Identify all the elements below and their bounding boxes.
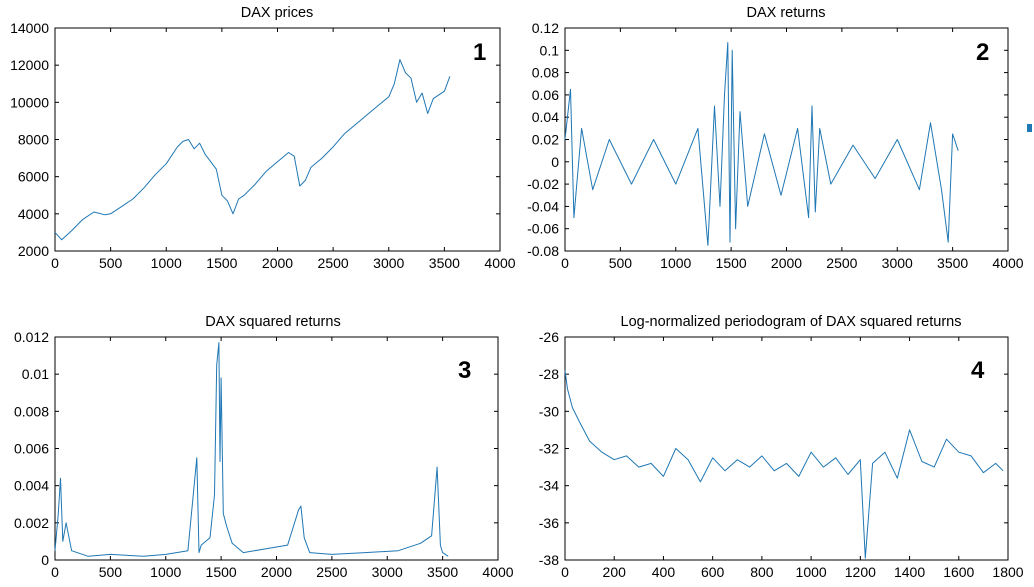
x-tick-label: 1800 xyxy=(992,564,1023,580)
chart-title: DAX squared returns xyxy=(205,314,340,330)
x-tick-label: 0 xyxy=(51,255,59,271)
x-tick-label: 800 xyxy=(750,564,774,580)
y-tick-label: -26 xyxy=(539,329,559,345)
series-line xyxy=(564,42,959,246)
x-tick-label: 0 xyxy=(51,564,59,580)
series-group: 0 500 1000 1500 2000 2500 3000 3500 4000 0 0.002 0.… xyxy=(14,329,514,580)
panel-number: 3 xyxy=(458,357,471,384)
x-tick-label: 1400 xyxy=(894,564,925,580)
y-tick-label: 0.04 xyxy=(532,109,559,125)
y-tick-label: 6000 xyxy=(18,169,49,185)
y-tick-label: -0.02 xyxy=(527,176,559,192)
y-tick-label: 2000 xyxy=(18,243,49,259)
panel-number: 2 xyxy=(976,39,989,66)
x-tick-label: 2000 xyxy=(771,255,802,271)
y-tick-label: 0.004 xyxy=(14,478,49,494)
x-tick-label: 3500 xyxy=(429,255,460,271)
x-tick-label: 2500 xyxy=(318,255,349,271)
x-tick-label: 1500 xyxy=(206,564,237,580)
chart-4-periodogram: Log-normalized periodogram of DAX square… xyxy=(539,314,1024,580)
y-tick-label: -28 xyxy=(539,366,559,382)
chart-title: DAX prices xyxy=(241,5,314,21)
panel-number: 1 xyxy=(473,39,486,66)
x-tick-label: 3000 xyxy=(372,564,403,580)
x-tick-label: 3500 xyxy=(937,255,968,271)
y-tick-label: 0.01 xyxy=(22,366,49,382)
y-tick-label: 0.008 xyxy=(14,403,49,419)
plot-area xyxy=(564,27,1009,252)
x-tick-label: 0 xyxy=(561,255,569,271)
y-tick-label: 0.006 xyxy=(14,441,49,457)
y-tick-label: 8000 xyxy=(18,132,49,148)
chart-1-dax-prices: DAX prices 0 500 1000 1500 2000 2500 3000 3500 4… xyxy=(10,5,516,271)
x-tick-label: 200 xyxy=(603,564,627,580)
x-tick-label: 3500 xyxy=(427,564,458,580)
x-tick-label: 1000 xyxy=(660,255,691,271)
y-tick-label: -34 xyxy=(539,478,559,494)
y-tick-label: 4000 xyxy=(18,206,49,222)
x-tick-label: 500 xyxy=(609,255,633,271)
x-tick-label: 400 xyxy=(652,564,676,580)
series-line xyxy=(564,370,1004,559)
chart-2-dax-returns: DAX returns 0 500 1000 1500 2000 2500 3000 3500… xyxy=(527,5,1024,271)
x-tick-label: 1500 xyxy=(206,255,237,271)
series-group: 0 500 1000 1500 2000 2500 3000 3500 4000 2000 4000… xyxy=(10,20,516,271)
x-tick-label: 1200 xyxy=(845,564,876,580)
x-tick-label: 4000 xyxy=(992,255,1023,271)
y-tick-label: 0.012 xyxy=(14,329,49,345)
plot-area xyxy=(54,27,501,252)
x-tick-label: 4000 xyxy=(482,564,513,580)
y-tick-label: 0.02 xyxy=(532,132,559,148)
x-tick-label: 500 xyxy=(99,564,123,580)
y-tick-label: -36 xyxy=(539,515,559,531)
chart-3-dax-squared-returns: DAX squared returns 0 500 1000 1500 2000 2500… xyxy=(14,314,514,580)
x-tick-label: 600 xyxy=(701,564,725,580)
x-tick-label: 500 xyxy=(99,255,123,271)
y-tick-label: -30 xyxy=(539,403,559,419)
x-tick-label: 2000 xyxy=(261,564,292,580)
edge-marker xyxy=(1027,124,1032,132)
y-tick-label: 0 xyxy=(551,154,559,170)
series-line xyxy=(54,59,451,241)
x-tick-label: 2000 xyxy=(262,255,293,271)
y-tick-label: 0.06 xyxy=(532,87,559,103)
x-tick-label: 2500 xyxy=(826,255,857,271)
y-tick-label: 14000 xyxy=(10,20,49,36)
series-line xyxy=(54,342,449,557)
chart-title: DAX returns xyxy=(747,5,826,21)
x-tick-label: 0 xyxy=(561,564,569,580)
y-tick-label: 12000 xyxy=(10,57,49,73)
y-tick-label: 10000 xyxy=(10,94,49,110)
x-tick-label: 1000 xyxy=(150,564,181,580)
y-tick-label: 0 xyxy=(41,552,49,568)
series-group: 0 200 400 600 800 1000 1200 1400 1600 1800 -38 -36 -… xyxy=(539,329,1024,580)
y-tick-label: -0.04 xyxy=(527,198,559,214)
x-tick-label: 3000 xyxy=(882,255,913,271)
x-tick-label: 2500 xyxy=(316,564,347,580)
y-tick-label: 0.12 xyxy=(532,20,559,36)
x-tick-label: 1000 xyxy=(151,255,182,271)
chart-title: Log-normalized periodogram of DAX square… xyxy=(621,314,962,330)
panel-number: 4 xyxy=(971,357,985,384)
series-group: 0 500 1000 1500 2000 2500 3000 3500 4000 -0.08 -0.… xyxy=(527,20,1024,271)
x-tick-label: 3000 xyxy=(373,255,404,271)
y-tick-label: 0.1 xyxy=(540,42,560,58)
y-tick-label: -0.08 xyxy=(527,243,559,259)
plot-area xyxy=(564,336,1009,561)
y-tick-label: 0.08 xyxy=(532,65,559,81)
y-tick-label: -38 xyxy=(539,552,559,568)
x-tick-label: 1500 xyxy=(716,255,747,271)
y-tick-label: -0.06 xyxy=(527,221,559,237)
plot-area xyxy=(54,336,499,561)
y-tick-label: -32 xyxy=(539,441,559,457)
x-tick-label: 4000 xyxy=(484,255,515,271)
x-tick-label: 1600 xyxy=(943,564,974,580)
x-tick-label: 1000 xyxy=(796,564,827,580)
y-tick-label: 0.002 xyxy=(14,515,49,531)
